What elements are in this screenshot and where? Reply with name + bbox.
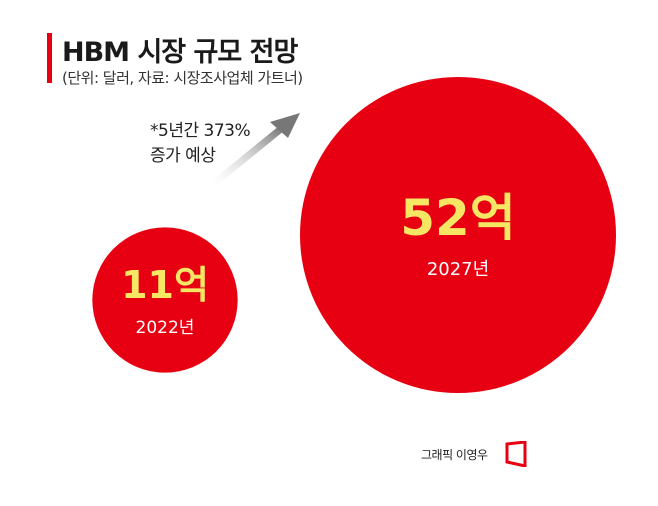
growth-annotation-line1: *5년간 373%	[150, 121, 251, 141]
bubble-0	[92, 227, 238, 373]
bubble-year-label-0: 2022년	[136, 318, 195, 338]
publisher-logo-icon	[505, 441, 527, 467]
growth-arrow-head	[270, 113, 300, 138]
growth-annotation-line2: 증가 예상	[150, 146, 216, 166]
chart-title: HBM 시장 규모 전망	[62, 37, 298, 68]
bubble-value-label-0: 11억	[121, 263, 209, 307]
graphic-credit: 그래픽 이영우	[421, 448, 488, 462]
growth-arrow	[208, 124, 286, 189]
bubble-year-label-1: 2027년	[427, 259, 489, 280]
bubble-1	[300, 77, 616, 393]
bubble-value-label-1: 52억	[400, 189, 516, 247]
title-accent-bar	[47, 33, 52, 83]
chart-subtitle: (단위: 달러, 자료: 시장조사업체 가트너)	[62, 69, 303, 87]
growth-annotation: *5년간 373% 증가 예상	[150, 119, 251, 169]
bubbles-group: 11억 2022년 52억 2027년	[92, 77, 616, 393]
